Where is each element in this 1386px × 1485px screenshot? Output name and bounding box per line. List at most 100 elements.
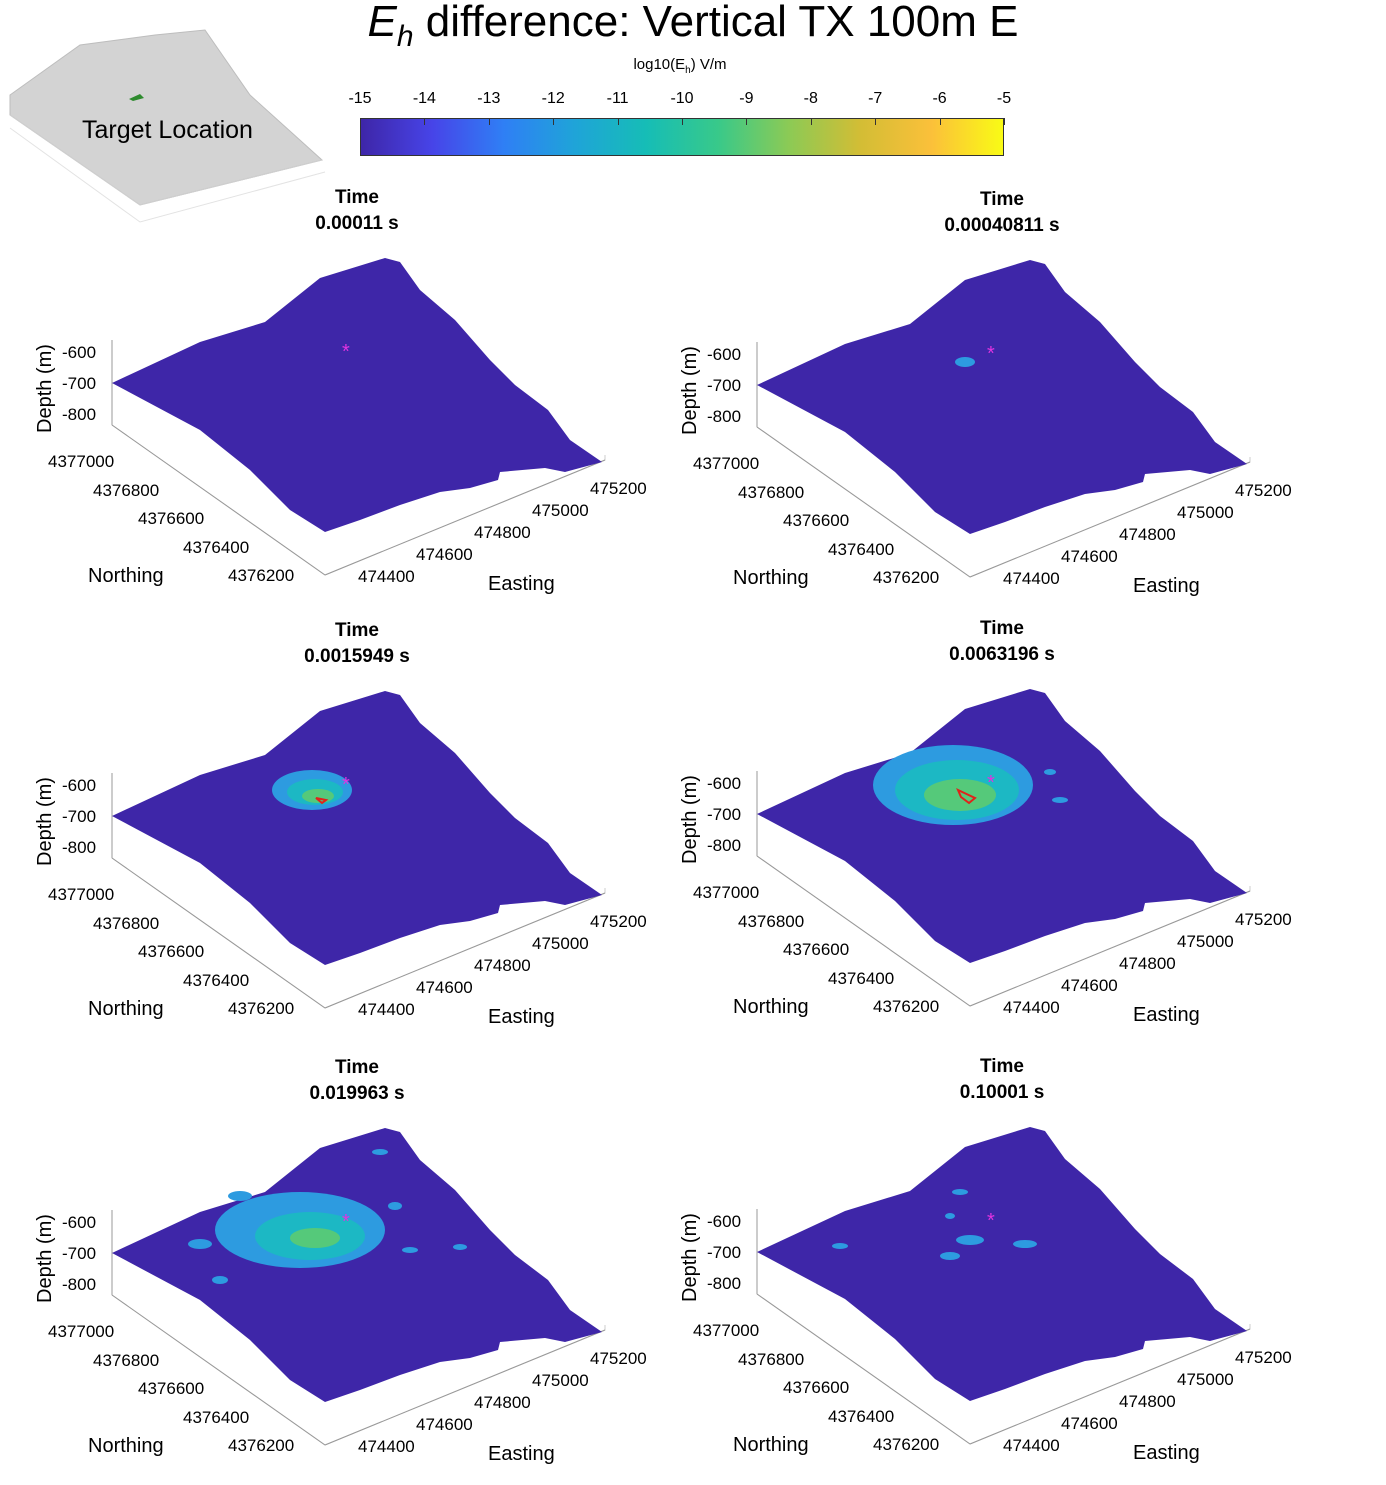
anomaly-patch [1013,1240,1037,1248]
anomaly-patch [956,1235,984,1245]
inset-box-edge [9,114,323,206]
depth-tick-label: -700 [707,376,742,395]
anomaly-patch [453,1244,467,1250]
panel-time-2: Time 0.00040811 s * -600 -700 -800 Depth (m) 43… [645,187,1292,617]
tx-marker: * [342,341,350,363]
northing-tick-label: 4376800 [738,911,805,931]
panel-time-label: Time [334,1057,379,1078]
northing-axis-label: Northing [88,1435,164,1457]
northing-axis-line [111,857,326,1009]
target-marker [129,94,144,101]
colorbar-tick-label: -13 [477,90,501,107]
colorbar-tick [875,118,877,125]
easting-axis-label: Easting [1133,1004,1200,1026]
anomaly-patch [940,1252,960,1260]
surface-plot: * [756,1127,1251,1445]
depth-tick-label: -700 [62,374,97,393]
northing-tick-label: 4376200 [228,1436,295,1455]
depth-tick-label: -600 [62,776,97,795]
colorbar-tick-label: -9 [739,90,754,107]
northing-tick-label: 4376200 [873,568,940,587]
field-surface [112,1128,602,1402]
colorbar-tick-label: -8 [803,90,818,107]
depth-axis-label: Depth (m) [34,777,56,866]
easting-tick-label: 475200 [590,1349,647,1368]
northing-tick-label: 4376600 [138,942,205,961]
depth-tick-label: -700 [707,805,742,824]
anomaly-patch [955,357,975,367]
easting-tick-label: 474800 [474,523,531,542]
northing-axis-line [756,1293,971,1445]
surface-plot: * [111,1128,606,1446]
northing-tick-label: 4376400 [183,1407,250,1427]
panel-time-label: Time [334,187,379,208]
depth-axis-label: Depth (m) [679,346,701,435]
anomaly-patch [188,1239,212,1249]
northing-axis-line [111,1294,326,1446]
easting-tick-label: 475000 [1177,932,1234,951]
panel-time-5: Time 0.019963 s * -600 -700 -800 Depth (m) 4377… [0,1055,647,1485]
colorbar-tick-label: -14 [412,90,436,107]
depth-tick-label: -600 [707,1212,742,1231]
easting-tick-label: 474400 [358,1000,415,1019]
tx-marker: * [987,343,995,365]
colorbar-tick-label: -10 [670,90,694,107]
panel-time-1: Time 0.00011 s * -600 -700 -800 Depth (m) 43770… [0,185,647,615]
anomaly-patch [945,1213,955,1219]
colorbar-tick-label: -11 [606,90,629,107]
easting-axis-line [324,459,606,576]
northing-tick-label: 4376600 [138,1379,205,1398]
easting-tick-label: 474400 [358,1437,415,1456]
northing-tick-label: 4376400 [828,1406,895,1426]
panel-time-value: 0.00040811 s [944,215,1060,236]
panel-time-value: 0.10001 s [959,1082,1045,1103]
anomaly-patch [212,1276,228,1284]
easting-tick-label: 474600 [416,1415,473,1434]
northing-axis-label: Northing [733,1434,809,1456]
colorbar-tick [424,118,426,125]
northing-tick-label: 4376400 [828,539,895,559]
depth-axis-label: Depth (m) [34,344,56,433]
easting-tick-label: 475000 [1177,503,1234,522]
easting-axis-line [969,890,1251,1007]
target-location-inset [9,29,326,223]
colorbar-tick [617,118,619,125]
surface-plot: * [111,258,606,576]
title-eh: Eh [367,0,414,53]
northing-tick-label: 4376600 [783,1378,850,1397]
colorbar-tick [810,118,812,125]
depth-tick-label: -800 [62,838,97,857]
easting-tick-label: 474600 [1061,976,1118,995]
field-surface [112,691,602,965]
tx-marker: * [342,1211,350,1233]
anomaly-patch [388,1202,402,1210]
target-location-label: Target Location [82,116,253,144]
colorbar-tick [488,118,490,125]
colorbar-tick-label: -6 [932,90,947,107]
anomaly-group [832,1189,1037,1260]
panel-title: Time 0.00011 s [257,185,457,237]
northing-tick-label: 4376200 [873,1435,940,1454]
easting-tick-label: 474800 [1119,1392,1176,1411]
easting-axis-label: Easting [488,1006,555,1028]
northing-tick-label: 4377000 [693,1321,760,1340]
northing-tick-label: 4377000 [693,454,760,473]
colorbar-tick-label: -12 [541,90,565,107]
northing-tick-label: 4376400 [183,970,250,990]
northing-tick-label: 4377000 [48,452,115,471]
easting-tick-label: 474400 [1003,1436,1060,1455]
colorbar-tick [1004,118,1005,125]
depth-tick-label: -800 [62,405,97,424]
panel-time-value: 0.0063196 s [949,644,1055,665]
panel-time-label: Time [979,618,1024,639]
field-surface [112,258,602,532]
easting-tick-label: 474800 [474,1393,531,1412]
easting-axis-label: Easting [1133,575,1200,597]
depth-tick-label: -600 [707,345,742,364]
panel-time-label: Time [979,189,1024,210]
easting-tick-label: 474800 [1119,525,1176,544]
easting-axis-line [324,892,606,1009]
depth-tick-label: -600 [62,343,97,362]
depth-tick-label: -600 [707,774,742,793]
northing-tick-label: 4377000 [693,883,760,902]
